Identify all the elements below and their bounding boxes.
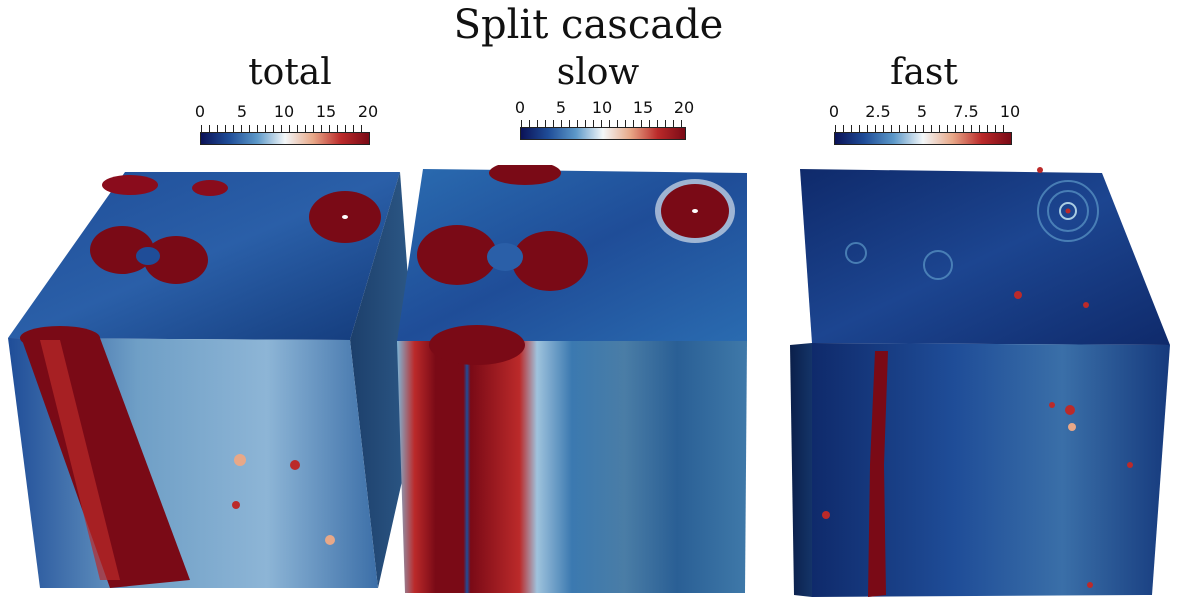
panel-title-fast: fast (890, 52, 958, 93)
colorbar-minor-ticks (835, 125, 1011, 133)
colorbar-tick: 20 (673, 98, 695, 117)
colorbar-minor-ticks (201, 125, 369, 133)
colorbar-tick: 10 (999, 102, 1021, 121)
colorbar-tick: 10 (273, 102, 295, 121)
colorbar-fast (834, 125, 1012, 145)
colorbar-tick: 0 (194, 102, 206, 121)
cube-slow (397, 165, 747, 593)
colorbar-tick: 5 (236, 102, 248, 121)
colorbar-tick: 5 (555, 98, 567, 117)
colorbar-tick: 5 (916, 102, 928, 121)
colorbar-tick: 0 (514, 98, 526, 117)
colorbar-tick: 10 (591, 98, 613, 117)
colorbar-tick: 7.5 (953, 102, 979, 121)
colorbar-tick: 0 (828, 102, 840, 121)
colorbar-slow (520, 120, 686, 140)
cube-fast (790, 167, 1170, 597)
colorbar-total (200, 125, 370, 145)
panel-title-slow: slow (556, 52, 640, 93)
colorbar-tick: 2.5 (865, 102, 891, 121)
colorbar-tick: 15 (632, 98, 654, 117)
cube-total (8, 172, 418, 588)
panel-title-total: total (248, 52, 332, 93)
colorbar-tick: 20 (357, 102, 379, 121)
figure-title: Split cascade (453, 2, 724, 48)
colorbar-tick: 15 (315, 102, 337, 121)
colorbar-minor-ticks (521, 120, 685, 128)
